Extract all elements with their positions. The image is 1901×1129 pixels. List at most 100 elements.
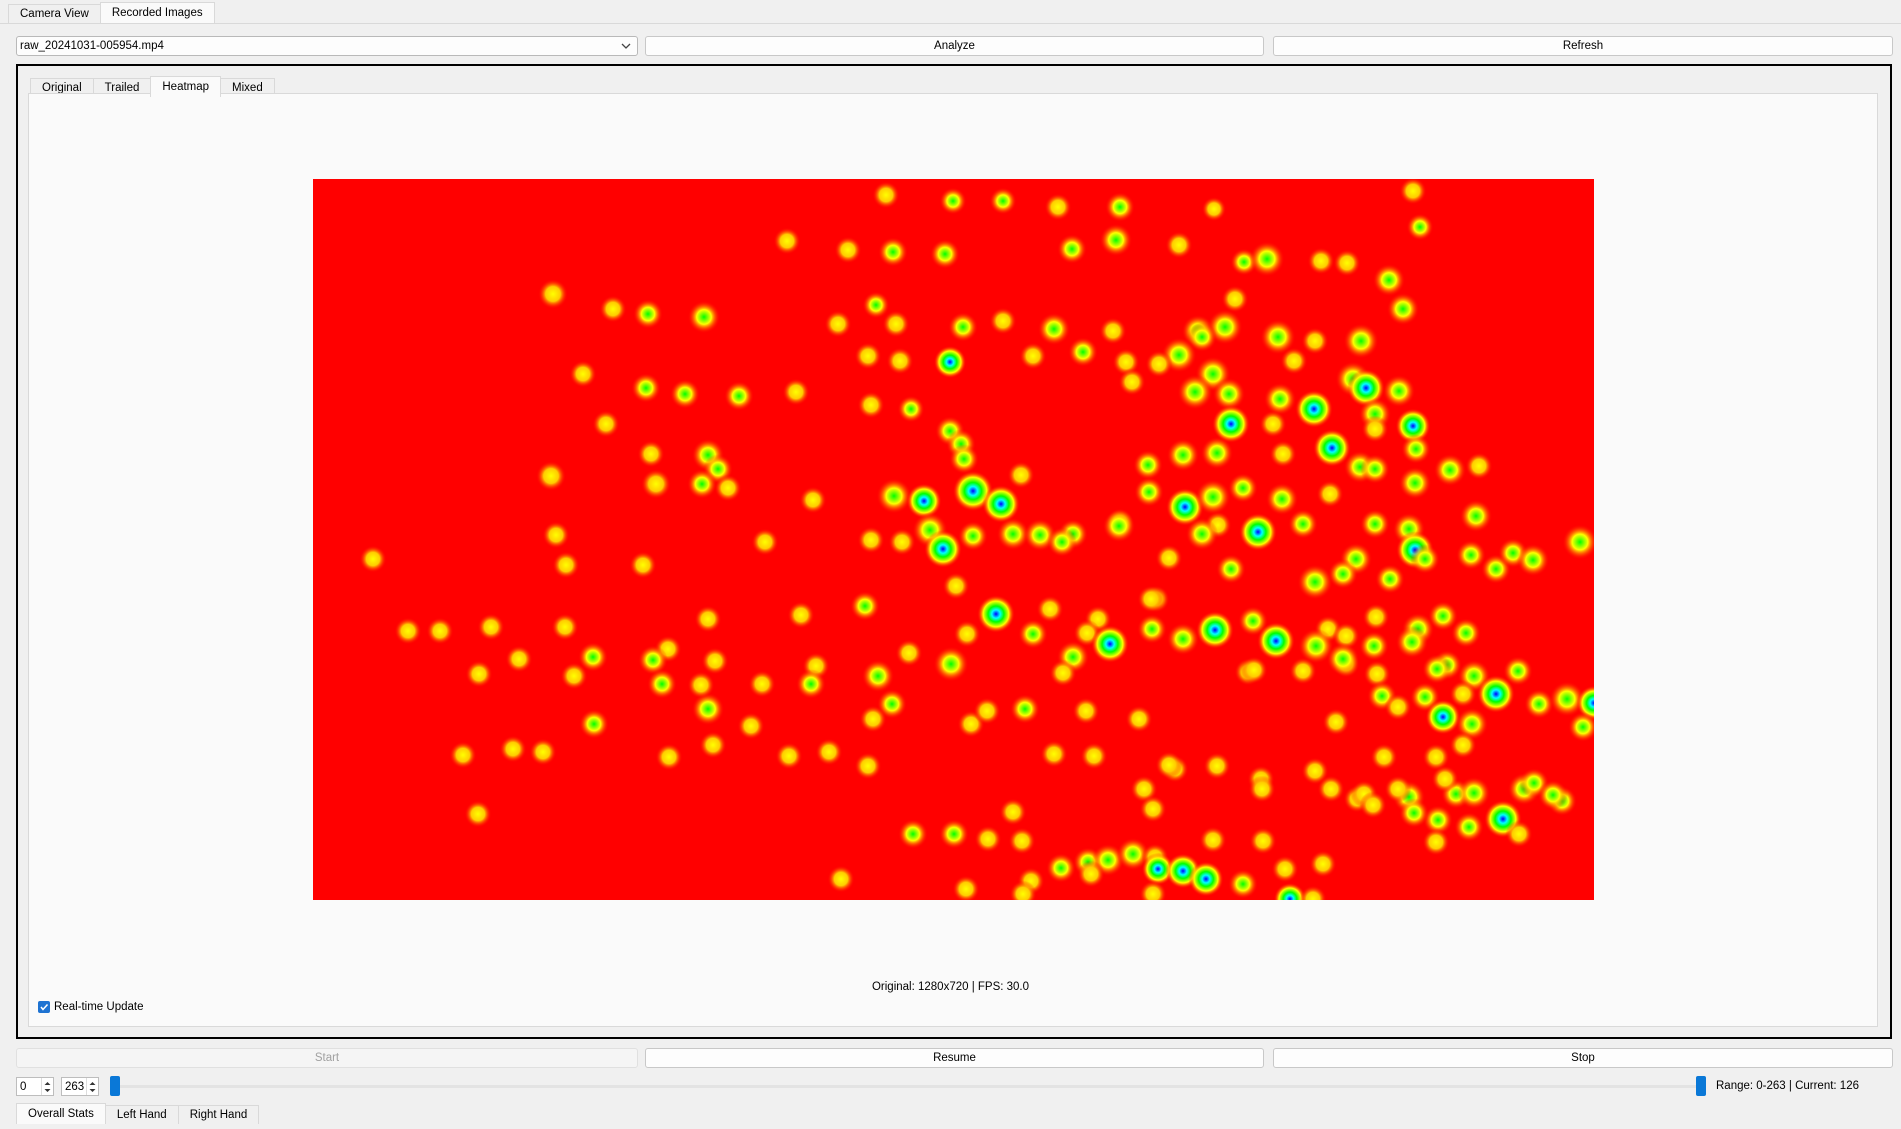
heatmap-spot	[1099, 223, 1133, 257]
heatmap-spot	[824, 310, 852, 338]
heatmap-spot	[426, 617, 454, 645]
realtime-update-checkbox[interactable]: Real-time Update	[38, 1001, 143, 1013]
heatmap-spot	[878, 237, 908, 267]
check-icon	[38, 1001, 50, 1013]
heatmap-spot	[948, 312, 978, 342]
heatmap-spot	[999, 798, 1027, 826]
heatmap-spot	[1102, 509, 1136, 543]
heatmap-spot	[714, 474, 742, 502]
heatmap-spot	[1166, 438, 1200, 472]
heatmap-spot	[977, 595, 1015, 633]
heatmap-spot	[872, 181, 900, 209]
range-slider-track[interactable]	[110, 1085, 1706, 1088]
heatmap-spot	[1477, 675, 1515, 713]
heatmap-spot	[1362, 603, 1390, 631]
heatmap-spot	[641, 469, 671, 499]
heatmap-spot	[1399, 798, 1429, 828]
heatmap-spot	[1105, 192, 1135, 222]
heatmap-spot	[699, 731, 727, 759]
heatmap-spot	[1322, 708, 1350, 736]
heatmap-spot	[1422, 828, 1450, 856]
heatmap-spot	[1118, 368, 1146, 396]
tab-heatmap[interactable]: Heatmap	[150, 76, 222, 97]
heatmap-spot	[538, 279, 568, 309]
heatmap-spot	[1328, 559, 1358, 589]
heatmap-spot	[996, 517, 1030, 551]
heatmap-spot	[876, 478, 912, 514]
heatmap-spot	[694, 605, 722, 633]
heatmap-spot	[1228, 473, 1258, 503]
heatmap-spot	[687, 469, 717, 499]
heatmap-spot	[882, 310, 910, 338]
tab-recorded-images[interactable]: Recorded Images	[99, 2, 215, 23]
heatmap-spot	[796, 669, 826, 699]
file-select-value: raw_20241031-005954.mp4	[20, 40, 164, 52]
heatmap-spot	[751, 528, 779, 556]
heatmap-spot	[1057, 234, 1087, 264]
range-max-spinbox[interactable]: 263	[61, 1077, 99, 1096]
heatmap-spot	[1249, 827, 1277, 855]
heatmap-spot	[906, 483, 942, 519]
heatmap-spot	[1299, 885, 1327, 900]
heatmap-spot	[1399, 179, 1427, 205]
heatmap-spot	[1361, 415, 1389, 443]
heatmap-spot	[1422, 743, 1450, 771]
heatmap-spot	[861, 659, 895, 693]
heatmap-spot	[1298, 628, 1334, 664]
heatmap-spot	[1139, 880, 1167, 900]
range-slider-start-handle[interactable]	[110, 1076, 120, 1096]
heatmap-spot	[1260, 319, 1296, 355]
range-min-spinbox[interactable]: 0	[16, 1077, 54, 1096]
heatmap-spot	[638, 645, 668, 675]
stop-button[interactable]: Stop	[1273, 1048, 1893, 1068]
heatmap-spot	[465, 660, 493, 688]
spin-arrows[interactable]	[86, 1078, 98, 1095]
heatmap-spot	[1347, 369, 1385, 407]
heatmap-spot	[1049, 659, 1077, 687]
heatmap-spot	[1265, 482, 1299, 516]
heatmap-spot	[1240, 656, 1268, 684]
refresh-button[interactable]: Refresh	[1273, 36, 1893, 56]
heatmap-spot	[1410, 544, 1440, 574]
tab-right-hand[interactable]: Right Hand	[177, 1105, 260, 1124]
heatmap-spot	[1116, 837, 1150, 871]
heatmap-spot	[1301, 327, 1329, 355]
resume-button[interactable]: Resume	[645, 1048, 1264, 1068]
heatmap-spot	[1309, 850, 1337, 878]
heatmap-spot	[897, 395, 925, 423]
heatmap-spot	[1459, 499, 1493, 533]
file-select-dropdown[interactable]: raw_20241031-005954.mp4	[16, 36, 638, 56]
spin-arrows[interactable]	[41, 1078, 53, 1095]
heatmap-spot	[1398, 466, 1432, 500]
tab-mixed[interactable]: Mixed	[220, 78, 275, 97]
heatmap-spot	[499, 735, 527, 763]
heatmap-spot	[895, 639, 923, 667]
heatmap-spot	[949, 444, 979, 474]
heatmap-spot	[1018, 619, 1048, 649]
heatmap-spot	[862, 291, 890, 319]
tab-original[interactable]: Original	[30, 78, 94, 97]
heatmap-spot	[1099, 317, 1127, 345]
range-max-value: 263	[65, 1080, 85, 1093]
heatmap-spot	[1360, 454, 1390, 484]
heatmap-spot	[1326, 642, 1360, 676]
start-button[interactable]: Start	[16, 1048, 638, 1068]
analyze-button[interactable]: Analyze	[645, 36, 1264, 56]
heatmap-spot	[1359, 631, 1389, 661]
heatmap-spot	[939, 187, 967, 215]
heatmap-spot	[1188, 861, 1224, 897]
heatmap-spot	[1423, 805, 1453, 835]
heatmap-spot	[973, 697, 1001, 725]
heatmap-spot	[1238, 606, 1268, 636]
heatmap-spot	[933, 345, 967, 379]
tab-left-hand[interactable]: Left Hand	[104, 1105, 179, 1124]
tab-trailed[interactable]: Trailed	[92, 78, 152, 97]
range-slider-end-handle[interactable]	[1696, 1076, 1706, 1096]
tab-overall-stats[interactable]: Overall Stats	[16, 1103, 106, 1124]
range-min-value: 0	[20, 1080, 27, 1093]
heatmap-spot	[1288, 509, 1318, 539]
heatmap-spot	[536, 461, 566, 491]
heatmap-spot	[449, 741, 477, 769]
heatmap-spot	[1454, 812, 1484, 842]
tab-camera-view[interactable]: Camera View	[8, 4, 101, 23]
